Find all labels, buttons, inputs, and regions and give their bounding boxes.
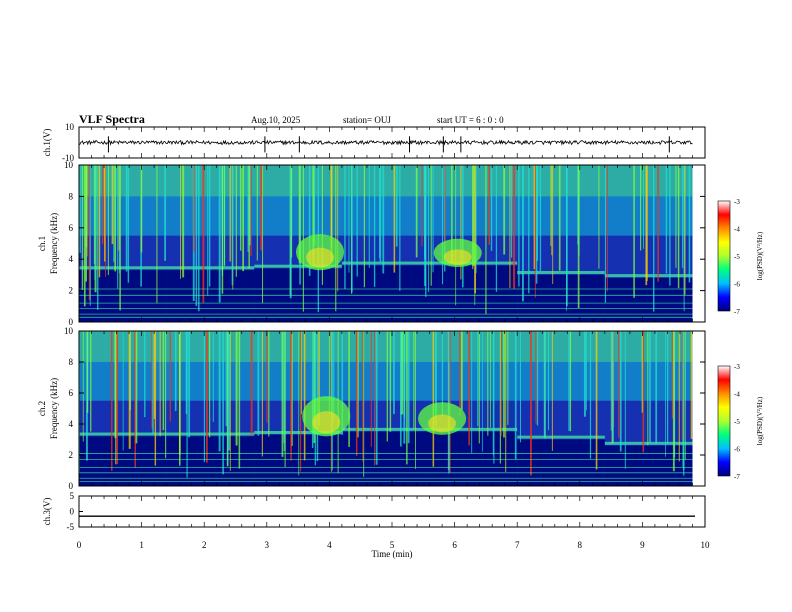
- ch1-freq-label: Frequency (kHz): [49, 213, 59, 274]
- ch2-freq-tick-label: 8: [69, 357, 74, 367]
- ch2-freq-tick-label: 4: [69, 419, 74, 429]
- ch1-band-edge: [79, 266, 167, 270]
- ch2-colorbar-tick-label: -5: [734, 418, 740, 426]
- ch1-colorbar-tick-label: -3: [734, 198, 740, 206]
- ch1-colorbar: [717, 200, 731, 312]
- x-tick-label: 9: [640, 540, 645, 550]
- ch1-band-edge: [341, 261, 430, 265]
- ch2-colorbar: [717, 365, 731, 477]
- ch1-band-edge: [254, 264, 342, 268]
- x-tick-label: 0: [77, 540, 82, 550]
- ch2-colorbar-tick-label: -6: [734, 446, 740, 454]
- date-label: Aug.10, 2025: [251, 115, 301, 125]
- x-tick-label: 4: [327, 540, 332, 550]
- x-tick-label: 10: [701, 540, 711, 550]
- ch2-band-edge: [429, 427, 518, 431]
- ch1-emission-core: [443, 249, 472, 265]
- ch1-low-band: [166, 270, 255, 322]
- ch1-channel-label: ch.1: [37, 236, 47, 251]
- ch1-freq-tick-label: 8: [69, 191, 74, 201]
- ch2-band-edge: [166, 432, 255, 436]
- x-axis-label: Time (min): [372, 549, 413, 559]
- ch1-freq-tick-label: 4: [69, 254, 74, 264]
- ch1-ylabel: ch.1(V): [42, 129, 52, 157]
- ch3-waveform-frame: [78, 495, 706, 528]
- ch1-colorbar-tick-label: -5: [734, 253, 740, 261]
- ch1-spectrogram: [78, 165, 693, 322]
- x-tick-label: 8: [578, 540, 583, 550]
- ch2-emission-core: [312, 411, 341, 434]
- ch2-freq-label: Frequency (kHz): [49, 378, 59, 439]
- ch1-low-band: [429, 265, 518, 322]
- x-tick-label: 3: [265, 540, 270, 550]
- ch2-low-band: [254, 434, 342, 486]
- ch2-band-edge: [517, 435, 605, 439]
- ch1-colorbar-tick-label: -6: [734, 281, 740, 289]
- ch2-band-edge: [604, 441, 693, 445]
- ch2-colorbar-tick-label: -4: [734, 391, 740, 399]
- ch2-band-edge: [341, 427, 430, 431]
- x-tick-label: 2: [202, 540, 207, 550]
- ch1-band-edge: [604, 274, 693, 278]
- ch2-colorbar-tick-label: -3: [734, 363, 740, 371]
- ch2-freq-tick-label: 6: [69, 388, 74, 398]
- ch3-ytick-label: 5: [70, 491, 75, 501]
- ch2-emission-core: [428, 414, 457, 433]
- x-tick-label: 1: [139, 540, 144, 550]
- ch1-low-band: [341, 265, 430, 322]
- x-tick-label: 7: [515, 540, 520, 550]
- ch1-freq-tick-label: 10: [64, 160, 74, 170]
- ch2-freq-tick-label: 2: [69, 450, 74, 460]
- x-tick-label: 5: [390, 540, 395, 550]
- ch2-colorbar-label: log(PSD)(V²/Hz): [756, 396, 764, 445]
- station-label: station= OUJ: [343, 115, 391, 125]
- ch1-colorbar-label: log(PSD)(V²/Hz): [756, 231, 764, 280]
- ch1-freq-tick-label: 0: [69, 317, 74, 327]
- ch2-spectrogram: [78, 331, 693, 486]
- ch2-freq-tick-label: 0: [69, 481, 74, 491]
- ch1-colorbar-tick-label: -7: [734, 308, 740, 316]
- ch1-emission-core: [306, 247, 335, 268]
- ch3-ytick-label: 0: [70, 507, 75, 517]
- ch1-colorbar-tick-label: -4: [734, 226, 740, 234]
- ch2-band-edge: [254, 430, 342, 434]
- ch1-top-haze: [79, 165, 693, 197]
- start-time-label: start UT = 6 : 0 : 0: [437, 115, 504, 125]
- ch1-band-edge: [166, 266, 255, 270]
- ch2-low-band: [604, 445, 693, 486]
- ch2-colorbar-tick-label: -7: [734, 473, 740, 481]
- ch1-ytick-label: -10: [62, 153, 74, 163]
- ch1-freq-tick-label: 2: [69, 286, 74, 296]
- ch1-ytick-label: 10: [65, 122, 75, 132]
- ch2-low-band: [429, 431, 518, 486]
- ch1-freq-tick-label: 6: [69, 223, 74, 233]
- figure-title: VLF Spectra: [79, 112, 145, 126]
- ch1-low-band: [79, 270, 167, 322]
- ch1-band-edge: [517, 270, 605, 274]
- ch1-waveform-line: [79, 139, 693, 146]
- ch2-freq-tick-label: 10: [64, 326, 74, 336]
- ch2-channel-label: ch.2: [37, 401, 47, 416]
- ch1-low-band: [517, 274, 605, 322]
- ch3-ylabel: ch.3(V): [42, 498, 52, 526]
- x-tick-label: 6: [452, 540, 457, 550]
- ch1-upper-haze: [79, 165, 693, 236]
- ch3-ytick-label: -5: [67, 522, 75, 532]
- ch2-top-haze: [79, 331, 693, 362]
